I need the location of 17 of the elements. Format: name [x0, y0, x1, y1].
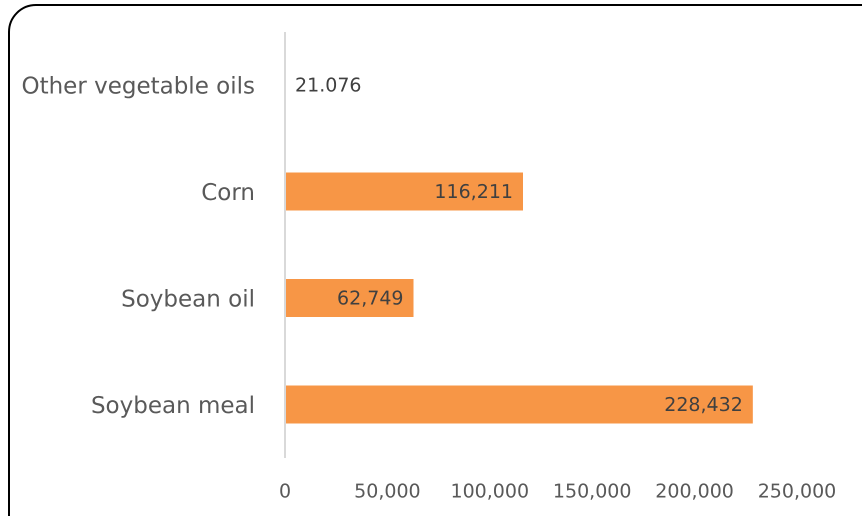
- x-tick-label: 250,000: [758, 480, 836, 502]
- bar: [285, 386, 753, 424]
- y-tick-label: Corn: [201, 180, 255, 206]
- bar: [285, 172, 523, 210]
- y-tick-label: Other vegetable oils: [21, 73, 255, 100]
- x-tick-label: 100,000: [450, 480, 530, 502]
- y-tick-label: Soybean oil: [121, 286, 255, 312]
- x-tick-label: 150,000: [552, 480, 632, 502]
- data-label: 62,749: [337, 288, 404, 310]
- bar: [285, 279, 414, 317]
- x-tick-label: 50,000: [354, 480, 421, 502]
- y-tick-label: Soybean meal: [90, 392, 255, 419]
- x-tick-label: 200,000: [655, 480, 734, 502]
- data-label: 21.076: [295, 74, 362, 97]
- data-label: 228,432: [664, 394, 743, 416]
- data-label: 116,211: [434, 181, 513, 204]
- x-tick-label: 0: [278, 480, 292, 502]
